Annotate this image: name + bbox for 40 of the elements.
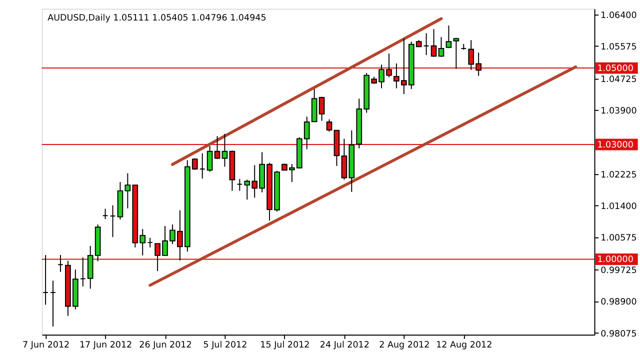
candlestick	[147, 237, 153, 248]
y-tick-label: 0.99725	[600, 266, 637, 276]
y-tick-label: 1.00575	[600, 234, 637, 244]
candlestick	[423, 32, 430, 56]
y-tick-label: 1.01400	[600, 202, 637, 212]
y-tick-label: 0.98900	[600, 298, 637, 308]
x-tick-label: 5 Jul 2012	[203, 340, 248, 351]
candlestick	[110, 204, 116, 238]
candlestick	[430, 28, 437, 58]
text: AUDUSD,Daily 1.05111 1.05405 1.04796 1.04945	[48, 13, 266, 24]
candlestick	[199, 152, 206, 180]
x-tick-label: 26 Jun 2012	[139, 340, 192, 351]
candlestick	[42, 254, 48, 306]
candlestick	[50, 280, 56, 328]
x-tick-label: 15 Jul 2012	[260, 340, 310, 351]
candlestick	[318, 96, 325, 122]
ref-line-label: 1.00000	[597, 255, 634, 266]
candlestick	[58, 254, 64, 272]
x-tick-label: 24 Jul 2012	[320, 340, 370, 351]
candlestick	[222, 133, 228, 168]
x-tick-label: 2 Aug 2012	[379, 340, 430, 351]
candlestick	[446, 25, 452, 49]
candlestick	[80, 256, 86, 287]
candlestick	[438, 36, 444, 58]
ref-line-label: 1.03000	[597, 140, 634, 150]
candlestick	[326, 118, 332, 132]
y-tick-label: 1.06400	[600, 10, 637, 21]
y-tick-label: 0.98075	[600, 329, 637, 340]
y-tick-label: 1.04725	[600, 74, 637, 85]
x-tick-label: 7 Jun 2012	[22, 340, 70, 351]
ref-line-label: 1.05000	[597, 64, 634, 74]
y-tick-label: 1.02225	[600, 170, 637, 181]
candlestick	[206, 146, 213, 172]
y-tick-label: 1.03900	[600, 106, 637, 117]
y-tick-label: 1.05575	[600, 42, 637, 52]
x-tick-label: 12 Aug 2012	[436, 340, 492, 351]
candlestick	[453, 37, 460, 70]
candlestick	[236, 178, 243, 192]
candlestick	[102, 208, 108, 220]
x-tick-label: 17 Jun 2012	[79, 340, 132, 351]
